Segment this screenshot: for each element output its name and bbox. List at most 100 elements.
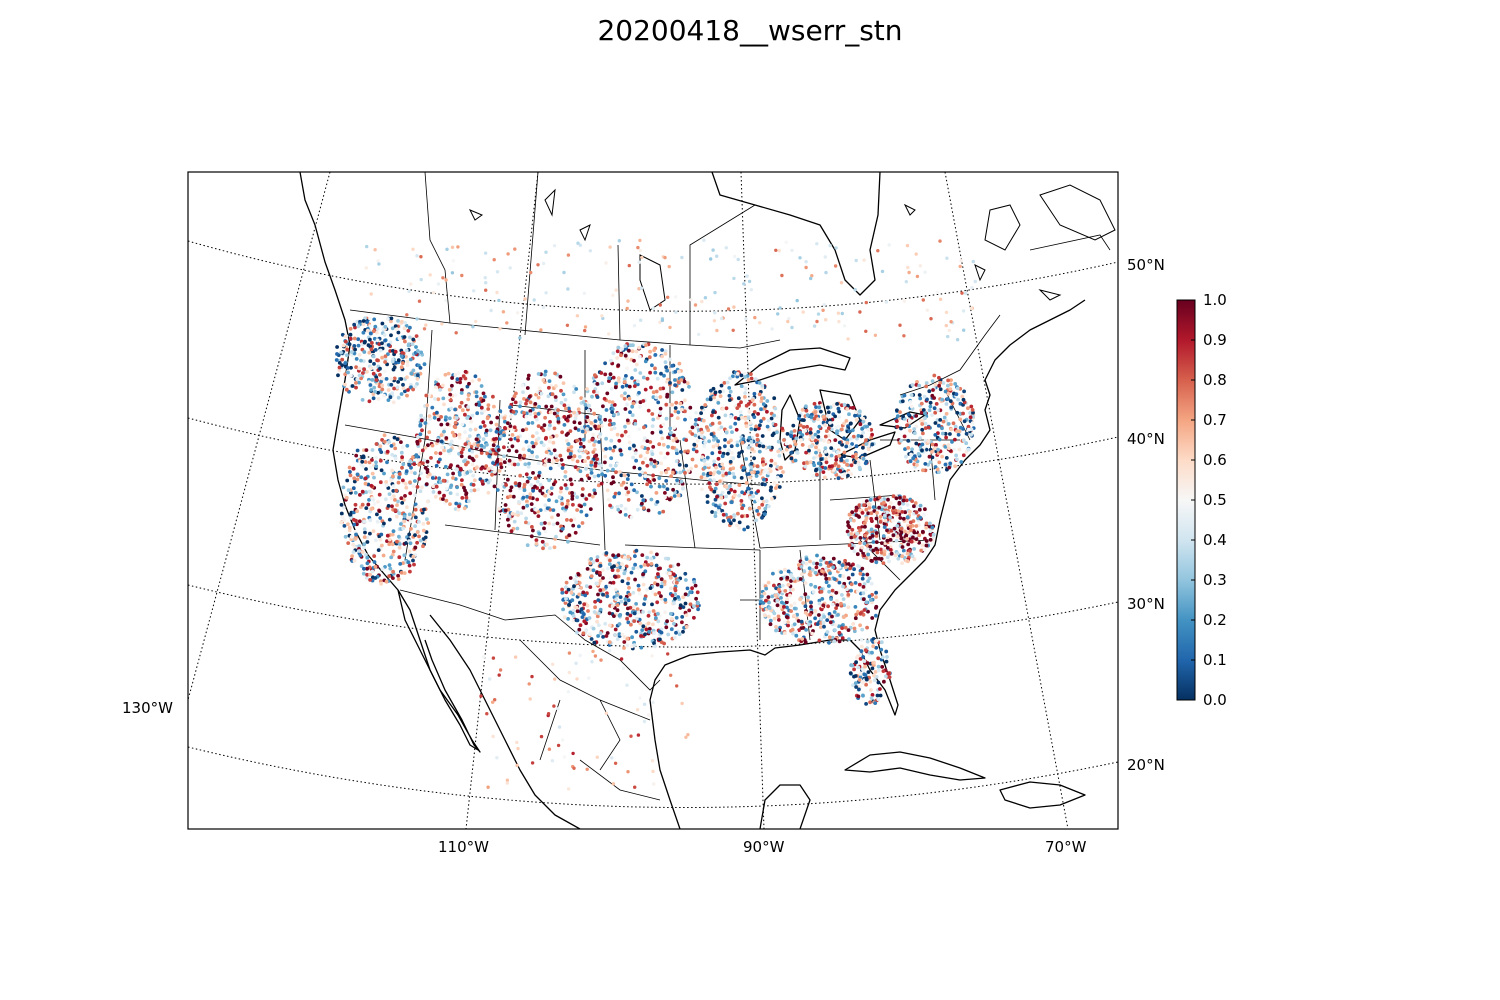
station-point <box>458 380 462 385</box>
station-point <box>860 545 864 550</box>
station-point <box>564 433 569 437</box>
station-point <box>562 403 567 408</box>
station-point <box>526 373 531 378</box>
station-point <box>406 388 410 392</box>
station-point <box>752 456 756 461</box>
station-point <box>392 386 396 391</box>
station-point <box>585 567 590 571</box>
station-point <box>882 679 886 684</box>
station-point <box>448 392 453 397</box>
station-point <box>659 577 664 582</box>
station-point <box>832 639 837 644</box>
station-point <box>921 408 926 412</box>
station-point <box>817 598 822 603</box>
station-point <box>394 514 399 519</box>
station-point <box>857 687 861 692</box>
station-point <box>635 607 640 611</box>
station-point <box>442 429 446 434</box>
station-point <box>389 478 393 482</box>
station-point <box>455 485 459 490</box>
station-point <box>761 462 766 467</box>
station-point <box>946 378 950 383</box>
station-point <box>745 274 749 278</box>
station-point <box>878 693 883 698</box>
station-point <box>548 420 552 424</box>
station-point <box>830 614 834 619</box>
station-point <box>515 311 520 315</box>
station-point <box>813 616 817 621</box>
station-point <box>616 376 621 381</box>
station-point <box>434 451 438 455</box>
station-point <box>936 447 940 452</box>
station-point <box>655 376 660 381</box>
station-point <box>626 620 631 625</box>
station-point <box>376 499 380 504</box>
station-point <box>811 590 816 594</box>
station-point <box>867 422 872 426</box>
station-point <box>512 462 517 467</box>
station-point <box>396 573 400 578</box>
station-point <box>715 494 719 499</box>
station-point <box>670 364 674 368</box>
station-point <box>524 520 528 525</box>
station-point <box>865 639 870 644</box>
station-point <box>755 437 760 442</box>
station-point <box>615 432 620 437</box>
station-point <box>499 415 504 419</box>
station-point <box>357 353 362 357</box>
station-point <box>874 516 879 521</box>
station-point <box>609 481 614 486</box>
station-point <box>419 418 424 423</box>
station-point <box>792 429 797 433</box>
station-point <box>716 401 721 405</box>
station-point <box>823 255 827 259</box>
station-point <box>370 378 375 382</box>
station-point <box>724 246 728 250</box>
station-point <box>632 611 637 616</box>
station-point <box>565 418 570 423</box>
station-point <box>816 312 821 316</box>
station-point <box>636 583 641 588</box>
station-point <box>846 473 850 478</box>
station-point <box>837 565 842 569</box>
station-point <box>588 561 593 566</box>
station-point <box>570 457 575 462</box>
station-point <box>518 404 522 409</box>
station-point <box>386 398 391 402</box>
station-point <box>737 526 742 530</box>
station-point <box>763 506 768 511</box>
station-point <box>391 400 396 405</box>
station-point <box>856 694 861 699</box>
station-point <box>527 461 531 466</box>
station-point <box>928 537 933 542</box>
station-point <box>450 271 455 275</box>
station-point <box>495 459 499 464</box>
station-point <box>858 508 862 512</box>
station-point <box>414 345 418 349</box>
station-point <box>866 609 870 614</box>
station-point <box>780 600 784 605</box>
station-point <box>444 278 448 282</box>
station-point <box>380 355 384 360</box>
station-point <box>971 259 975 264</box>
station-point <box>362 520 367 524</box>
station-point <box>498 458 503 462</box>
station-point <box>367 350 372 355</box>
station-point <box>470 462 475 467</box>
station-point <box>920 422 925 426</box>
station-point <box>686 469 691 473</box>
station-point <box>647 630 651 634</box>
station-point <box>399 450 404 455</box>
station-point <box>901 501 906 506</box>
station-point <box>872 509 877 513</box>
station-point <box>798 256 802 260</box>
station-point <box>803 464 808 469</box>
station-point <box>551 482 556 487</box>
station-point <box>861 456 866 461</box>
station-point <box>402 335 407 339</box>
station-point <box>937 437 942 442</box>
station-point <box>803 604 808 609</box>
station-point <box>728 515 733 519</box>
station-point <box>821 470 826 474</box>
station-point <box>692 442 697 447</box>
